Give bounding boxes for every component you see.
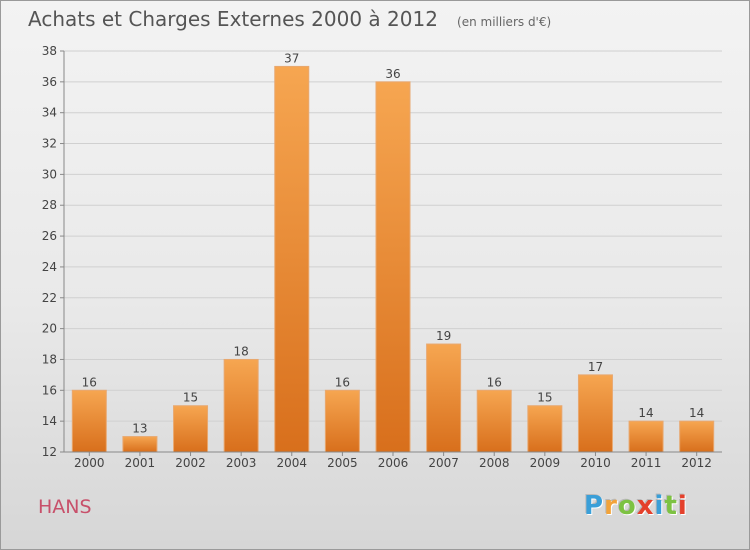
x-tick-label: 2001 [125, 456, 156, 470]
data-label: 16 [335, 375, 350, 389]
x-tick-label: 2008 [479, 456, 510, 470]
y-tick-label: 30 [42, 167, 57, 181]
x-tick-label: 2009 [530, 456, 561, 470]
y-tick-label: 38 [42, 44, 57, 58]
data-label: 15 [183, 391, 198, 405]
data-label: 15 [537, 391, 552, 405]
chart-subtitle: (en milliers d'€) [457, 15, 552, 29]
bar [122, 436, 158, 453]
logo-letter: i [677, 491, 688, 521]
data-label: 14 [638, 406, 653, 420]
bar-layer: 16 13 15 18 37 16 36 19 16 15 17 14 14 [71, 51, 715, 453]
logo-letter: r [604, 491, 618, 521]
y-tick-label: 36 [42, 75, 57, 89]
data-label: 36 [385, 67, 400, 81]
bar [173, 405, 209, 453]
bar [223, 358, 259, 453]
bar [375, 81, 411, 453]
x-tick-label: 2011 [631, 456, 662, 470]
x-tick-label: 2000 [74, 456, 105, 470]
y-tick-label: 18 [42, 352, 57, 366]
bar [426, 343, 462, 453]
data-label: 19 [436, 329, 451, 343]
y-tick-label: 26 [42, 229, 57, 243]
y-tick-label: 32 [42, 137, 57, 151]
commune-name: HANS [38, 496, 92, 518]
y-tick-label: 34 [42, 106, 57, 120]
data-label: 16 [487, 375, 502, 389]
bar [527, 405, 563, 453]
data-label: 37 [284, 51, 299, 65]
bar [71, 389, 107, 453]
data-label: 18 [234, 344, 249, 358]
logo-letter: P [584, 491, 605, 521]
y-tick-label: 16 [42, 383, 57, 397]
data-label: 16 [82, 375, 97, 389]
bar [628, 420, 664, 453]
title-row: Achats et Charges Externes 2000 à 2012 (… [28, 7, 551, 31]
chart-title: Achats et Charges Externes 2000 à 2012 [28, 7, 438, 31]
y-tick-label: 14 [42, 414, 57, 428]
axis-layer: 12 14 16 18 20 22 24 26 28 30 32 34 36 38 2000 2001 2002… [42, 44, 722, 470]
bar [324, 389, 360, 453]
bar [476, 389, 512, 453]
x-tick-label: 2010 [580, 456, 611, 470]
y-tick-label: 28 [42, 198, 57, 212]
x-tick-label: 2003 [226, 456, 257, 470]
y-tick-label: 24 [42, 260, 57, 274]
x-tick-label: 2007 [428, 456, 459, 470]
data-label: 17 [588, 360, 603, 374]
x-tick-label: 2012 [681, 456, 712, 470]
y-tick-label: 12 [42, 445, 57, 459]
logo-letter: o [617, 491, 637, 521]
logo-letter: i [654, 491, 665, 521]
data-label: 13 [132, 422, 147, 436]
x-tick-label: 2005 [327, 456, 358, 470]
y-tick-label: 20 [42, 322, 57, 336]
bar [679, 420, 715, 453]
data-label: 14 [689, 406, 704, 420]
bar [274, 65, 310, 453]
logo-letter: x [636, 491, 655, 521]
y-tick-label: 22 [42, 291, 57, 305]
proxiti-logo: Proxiti [584, 491, 688, 521]
logo-letter: t [664, 491, 678, 521]
x-tick-label: 2002 [175, 456, 206, 470]
x-tick-label: 2004 [276, 456, 307, 470]
x-tick-label: 2006 [378, 456, 409, 470]
bar [577, 374, 613, 453]
